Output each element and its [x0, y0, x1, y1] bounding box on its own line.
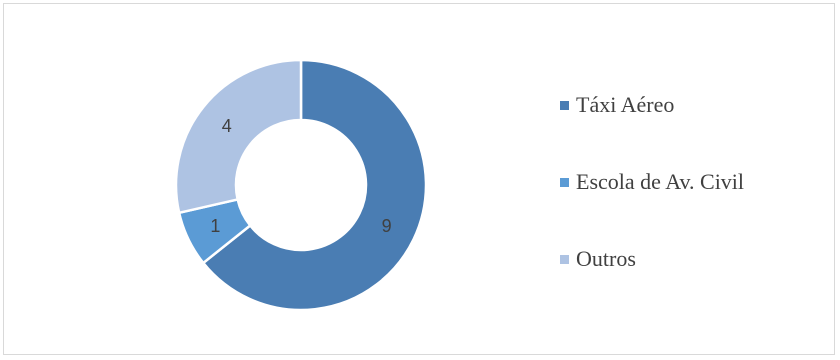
- legend-item-taxi-aereo: Táxi Aéreo: [560, 92, 744, 117]
- data-label-1: 1: [210, 216, 220, 236]
- legend-item-outros: Outros: [560, 246, 744, 271]
- legend-item-escola-av-civil: Escola de Av. Civil: [560, 169, 745, 194]
- legend-label-taxi-aereo: Táxi Aéreo: [576, 92, 675, 117]
- donut-slice-2: [174, 58, 303, 215]
- data-label-0: 9: [382, 216, 392, 236]
- legend-swatch-escola-av-civil: [560, 177, 569, 187]
- donut-slice-0: [201, 58, 428, 312]
- legend-label-escola-av-civil: Escola de Av. Civil: [576, 169, 745, 194]
- legend-swatch-outros: [560, 254, 569, 264]
- chart-legend: Táxi Aéreo Escola de Av. Civil Outros: [560, 92, 745, 325]
- legend-label-outros: Outros: [576, 246, 636, 271]
- data-label-2: 4: [222, 116, 232, 136]
- legend-swatch-taxi-aereo: [560, 100, 569, 110]
